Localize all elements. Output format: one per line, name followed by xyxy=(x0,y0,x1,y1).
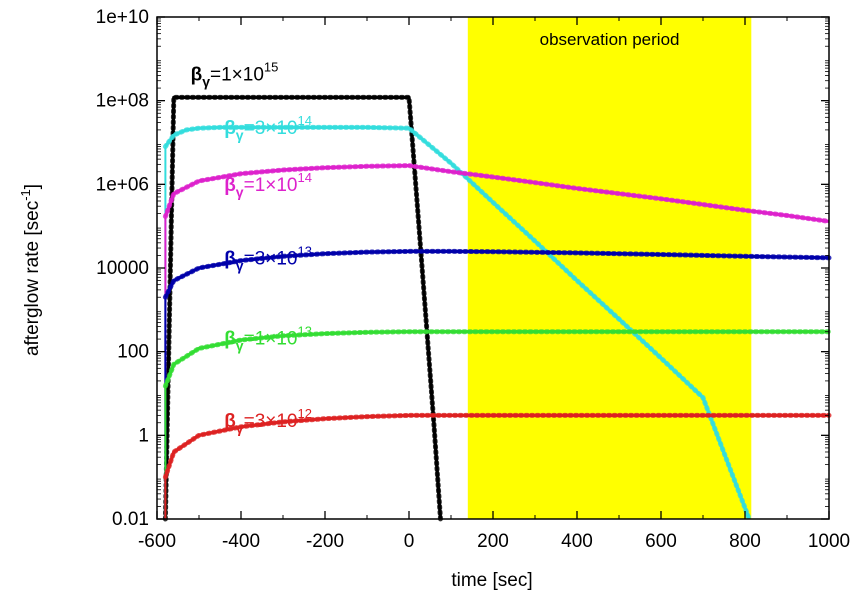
series-label-0: βγ=1×1015 xyxy=(191,60,279,90)
series-label-mid: =1×10 xyxy=(210,65,264,86)
series-label-1: βγ=3×1014 xyxy=(224,113,312,143)
series-label-gamma: γ xyxy=(236,258,244,274)
series-label-gamma: γ xyxy=(236,337,244,353)
series-label-gamma: γ xyxy=(236,127,244,143)
series-label-3: βγ=3×1013 xyxy=(224,244,312,274)
series-dots-5 xyxy=(162,412,832,480)
series-label-gamma: γ xyxy=(236,184,244,200)
series-label-mid: =1×10 xyxy=(244,328,298,349)
x-tick-label: 0 xyxy=(404,531,415,552)
series-label-5: βγ=3×1012 xyxy=(224,406,312,436)
series-line-0 xyxy=(163,95,443,520)
series-label-beta: β xyxy=(224,175,236,196)
y-axis-label-main: afterglow rate [sec xyxy=(22,201,43,356)
series-label-beta: β xyxy=(224,118,236,139)
series-label-beta: β xyxy=(224,328,236,349)
series-dots-2 xyxy=(162,163,832,224)
series-label-exp: 14 xyxy=(298,113,312,128)
observation-period-label: observation period xyxy=(540,30,680,49)
series-label-exp: 13 xyxy=(298,244,312,259)
x-tick-label: 800 xyxy=(729,531,761,552)
y-tick-label: 1e+06 xyxy=(96,174,149,195)
y-axis-label-sup: -1 xyxy=(18,189,33,201)
y-tick-label: 10000 xyxy=(96,258,149,279)
series-label-exp: 12 xyxy=(298,406,312,421)
x-tick-label: -600 xyxy=(138,531,176,552)
series-label-mid: =3×10 xyxy=(244,411,298,432)
series-label-exp: 14 xyxy=(298,170,312,185)
x-tick-label: -200 xyxy=(306,531,344,552)
series-label-beta: β xyxy=(224,249,236,270)
series-dots-3 xyxy=(162,248,832,300)
series-layer xyxy=(162,94,832,522)
series-label-2: βγ=1×1014 xyxy=(224,170,312,200)
y-axis-label-end: ] xyxy=(22,184,43,189)
y-tick-label: 1e+08 xyxy=(96,91,149,112)
series-label-mid: =1×10 xyxy=(244,175,298,196)
series-label-4: βγ=1×1013 xyxy=(224,323,312,353)
x-tick-label: 1000 xyxy=(808,531,850,552)
y-axis-label: afterglow rate [sec-1] xyxy=(18,184,43,356)
observation-period-band xyxy=(467,17,752,519)
series-label-mid: =3×10 xyxy=(244,249,298,270)
x-tick-label: -400 xyxy=(222,531,260,552)
series-label-beta: β xyxy=(224,411,236,432)
series-label-exp: 13 xyxy=(298,323,312,338)
series-dots-0 xyxy=(162,94,443,522)
y-tick-label: 100 xyxy=(117,342,149,363)
series-label-beta: β xyxy=(191,65,203,86)
series-label-exp: 15 xyxy=(264,60,278,75)
x-tick-label: 400 xyxy=(561,531,593,552)
series-label-mid: =3×10 xyxy=(244,118,298,139)
x-tick-label: 200 xyxy=(477,531,509,552)
y-tick-label: 1 xyxy=(138,425,149,446)
series-label-gamma: γ xyxy=(202,74,210,90)
series-dots-1 xyxy=(162,124,752,522)
series-label-gamma: γ xyxy=(236,420,244,436)
y-tick-label: 0.01 xyxy=(112,509,149,530)
y-tick-label: 1e+10 xyxy=(96,7,149,28)
series-dots-4 xyxy=(162,329,832,389)
x-axis-label: time [sec] xyxy=(451,570,532,591)
x-tick-label: 600 xyxy=(645,531,677,552)
